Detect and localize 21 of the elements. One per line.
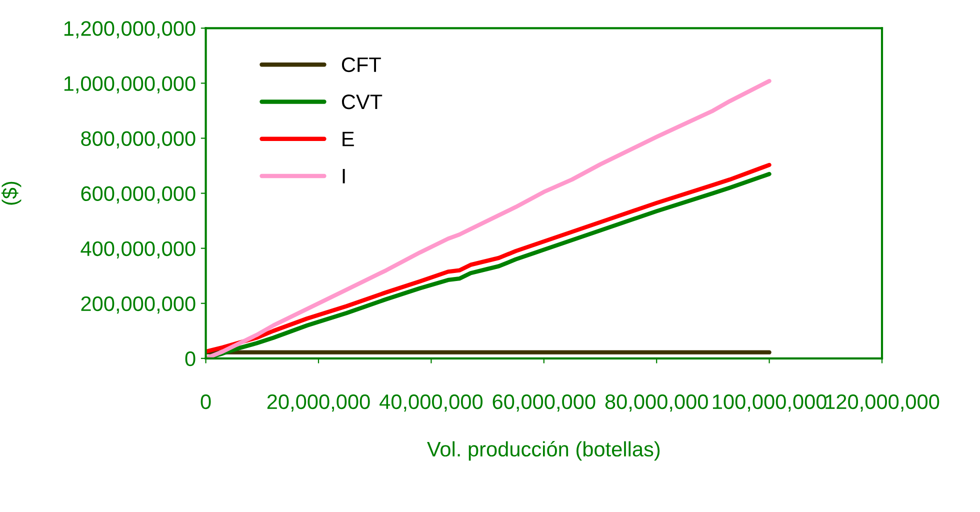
- legend-label: CFT: [342, 57, 381, 72]
- x-tick-label: 80,000,000: [605, 394, 708, 412]
- line-series: [206, 78, 772, 358]
- x-tick-label: 120,000,000: [826, 394, 940, 412]
- x-tick-label: 60,000,000: [492, 394, 596, 412]
- legend-label: I: [342, 168, 345, 184]
- x-tick-label: 0: [200, 394, 211, 410]
- y-tick-label: 0: [185, 351, 196, 366]
- y-tick-label: 1,000,000,000: [64, 76, 196, 94]
- y-tick-label: 800,000,000: [81, 131, 196, 148]
- y-tick-label: 1,200,000,000: [64, 21, 196, 38]
- y-axis-title: ($): [1, 182, 22, 205]
- y-tick-label: 600,000,000: [81, 186, 196, 204]
- legend-label: E: [342, 132, 354, 146]
- x-tick-label: 100,000,000: [712, 394, 826, 412]
- x-axis-title: Vol. producción (botellas): [427, 441, 660, 461]
- y-tick-label: 200,000,000: [81, 296, 196, 314]
- x-tick-label: 20,000,000: [267, 394, 370, 412]
- legend-label: CVT: [342, 94, 382, 110]
- x-tick-label: 40,000,000: [380, 394, 483, 412]
- y-tick-label: 400,000,000: [80, 241, 196, 259]
